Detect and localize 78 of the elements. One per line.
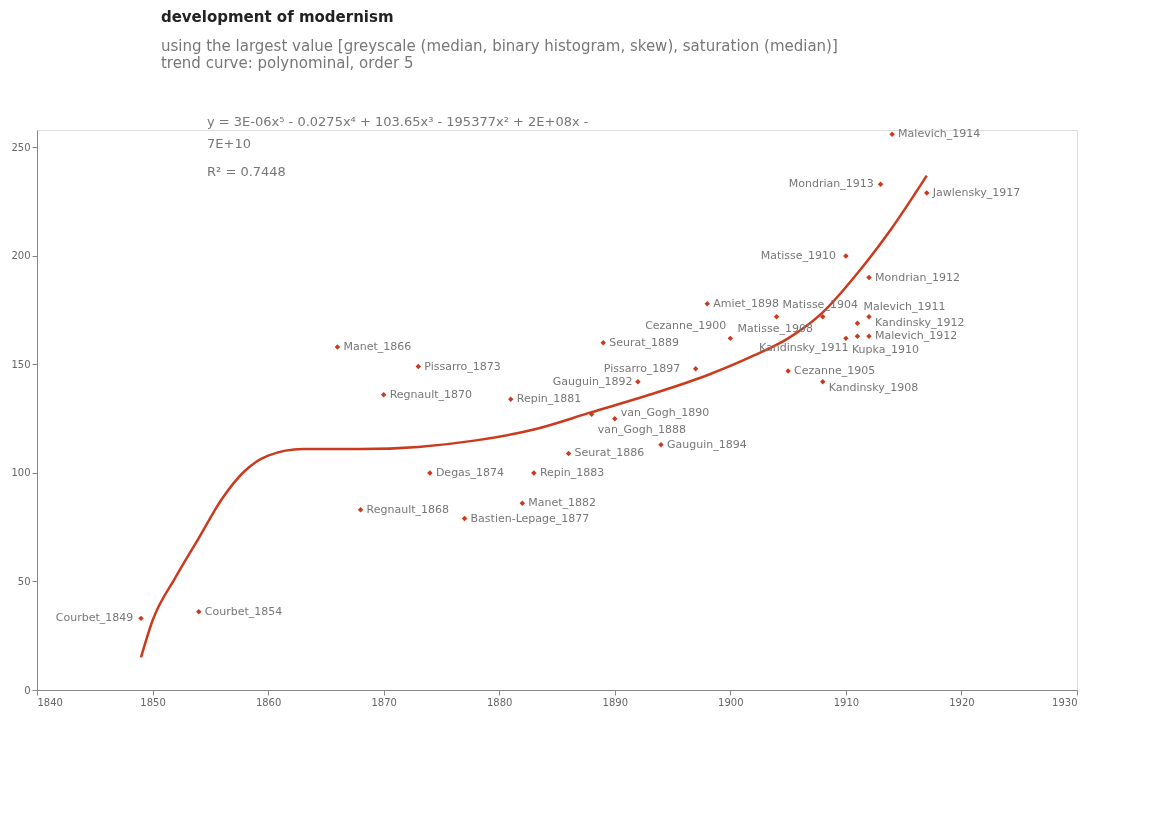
point	[866, 274, 872, 281]
point	[854, 320, 861, 326]
point	[600, 339, 606, 346]
annotation: Cezanne_1905	[794, 363, 876, 377]
point	[334, 344, 341, 350]
y-tick-label: 50	[17, 575, 31, 587]
annotation: Regnault_1868	[366, 502, 450, 516]
point	[635, 379, 641, 385]
x-tick-label: 1880	[487, 696, 513, 708]
chart-title: development of modernism	[160, 8, 394, 26]
x-tick-label: 1850	[140, 696, 166, 708]
point	[704, 300, 710, 307]
annotation: R² = 0.7448	[207, 164, 286, 179]
annotation: Amiet_1898	[713, 296, 780, 310]
point	[138, 615, 144, 622]
text: using the largest value [greyscale (median, binary histogram, skew), saturation (median)]	[160, 37, 838, 55]
text: y = 3E-06x⁵ - 0.0275x⁴ + 103.65x³ - 195377x² + 2E+08x -	[207, 114, 589, 129]
x-tick-label: 1920	[949, 696, 975, 708]
point	[820, 313, 826, 320]
point	[357, 507, 364, 513]
annotation: Gauguin_1892	[552, 374, 633, 388]
point	[924, 190, 930, 196]
point	[415, 363, 422, 370]
annotation: van_Gogh_1888	[597, 423, 687, 437]
point	[727, 335, 734, 342]
annotation: 7E+10	[207, 136, 251, 151]
x-tick-label: 1930	[1052, 696, 1078, 708]
annotation: Cezanne_1900	[645, 319, 727, 333]
annotation: Seurat_1886	[574, 446, 645, 460]
annotation: Manet_1866	[343, 340, 412, 354]
y-tick-label: 100	[11, 467, 31, 479]
x-tick-label: 1870	[371, 696, 397, 708]
y-tick-label: 0	[24, 684, 31, 696]
point	[820, 379, 826, 385]
annotation: Kandinsky_1912	[875, 315, 965, 329]
y-tick-label: 200	[11, 250, 31, 262]
text: trend curve: polynominal, order 5	[160, 54, 414, 72]
point	[380, 392, 387, 398]
point	[692, 366, 699, 372]
annotation: Malevich_1914	[898, 127, 981, 141]
annotation: Manet_1882	[528, 496, 597, 510]
annotation: Jawlensky_1917	[931, 185, 1021, 199]
annotation: Kupka_1910	[851, 343, 919, 357]
annotation: Seurat_1889	[609, 335, 680, 349]
point	[854, 333, 861, 339]
point	[658, 441, 664, 448]
annotation: Mondrian_1913	[788, 177, 874, 191]
x-tick-label: 1910	[833, 696, 860, 708]
point	[889, 131, 895, 138]
annotation: Malevich_1912	[875, 329, 958, 343]
annotation: van_Gogh_1890	[620, 405, 710, 419]
annotation: Courbet_1854	[204, 604, 283, 618]
point	[843, 335, 849, 342]
point	[866, 313, 872, 320]
annotation: Regnault_1870	[389, 387, 473, 401]
annotation: Degas_1874	[435, 465, 505, 479]
annotation: Matisse_1910	[760, 248, 837, 262]
point	[519, 500, 526, 507]
x-tick-label: 1840	[37, 696, 63, 708]
annotation: Courbet_1849	[55, 611, 134, 625]
annotation: Kandinsky_1908	[828, 380, 919, 394]
annotation: Repin_1883	[539, 465, 605, 479]
point	[508, 396, 514, 402]
y-tick-label: 150	[11, 358, 31, 370]
annotation: Pissarro_1897	[603, 361, 681, 375]
x-tick-label: 1890	[602, 696, 628, 708]
x-tick-label: 1860	[255, 696, 282, 708]
annotation: Mondrian_1912	[875, 270, 960, 284]
point	[196, 609, 202, 615]
annotation: Repin_1881	[516, 392, 582, 406]
point	[612, 415, 618, 422]
annotation: Bastien-Lepage_1877	[470, 511, 590, 525]
annotation: Malevich_1911	[863, 300, 946, 314]
x-tick-label: 1900	[718, 696, 744, 708]
y-tick-label: 250	[11, 141, 31, 153]
annotation: Pissarro_1873	[424, 359, 501, 373]
annotation: Gauguin_1894	[667, 437, 747, 451]
point	[877, 181, 884, 187]
